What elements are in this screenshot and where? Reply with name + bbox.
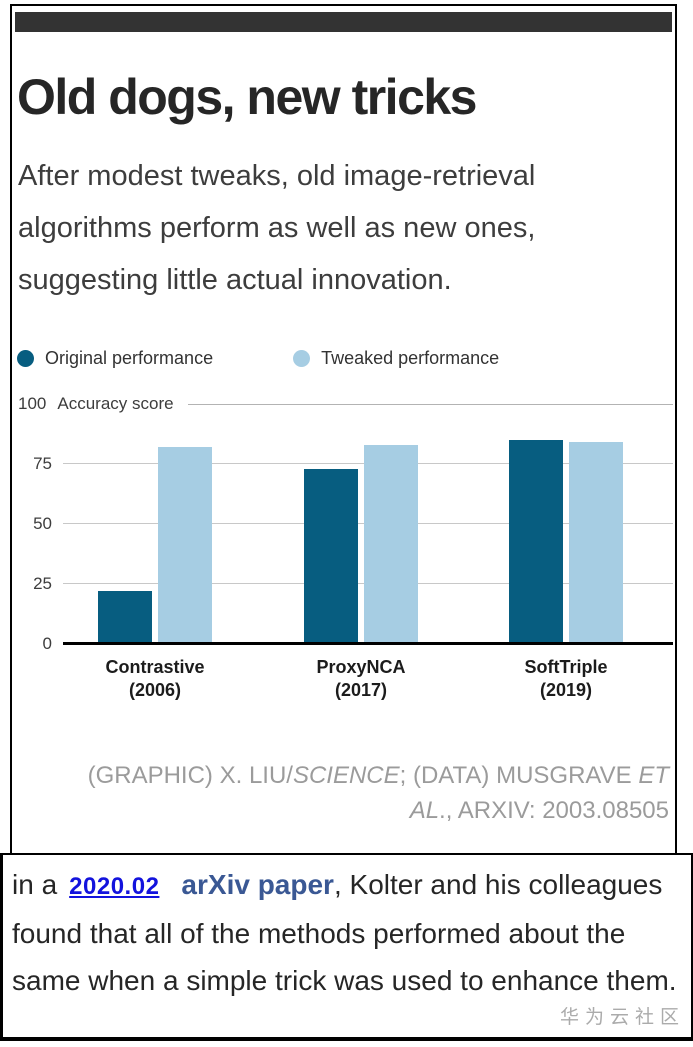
figure-title: Old dogs, new tricks [17,69,478,125]
figure-header-bar [15,12,672,32]
legend-label-tweaked: Tweaked performance [321,348,500,368]
gridline-100 [187,403,673,405]
bar-chart-plot-area: 75 50 25 0 [12,404,675,653]
y-tick-0: 0 [42,634,52,653]
text-before-link: in a [12,869,58,900]
x-label-softtriple: SoftTriple (2019) [524,657,608,700]
y-tick-50: 50 [33,514,52,533]
bar-contrastive-tweaked [158,447,212,644]
legend-item-tweaked: Tweaked performance [293,348,499,369]
x-axis-labels: Contrastive (2006) ProxyNCA (2017) SoftTripl… [12,656,675,706]
y-tick-100: 100 [18,394,47,413]
article-text-section: in a 2020.02 arXiv paper, Kolter and his c… [0,853,693,1041]
text-after-link: , Kolter and his colleagues found that a… [12,869,677,996]
date-link[interactable]: 2020.02 [69,873,160,900]
x-label-contrastive: Contrastive (2006) [105,657,205,700]
watermark: 华为云社区 [559,1007,685,1028]
legend: Original performance Tweaked performance [17,348,675,369]
article-paragraph: in a 2020.02 arXiv paper, Kolter and his c… [12,861,687,1004]
y-axis-title: Accuracy score [57,394,174,413]
legend-dot-original-icon [17,350,34,367]
y-axis-top-row: 100 Accuracy score [12,394,675,413]
legend-item-original: Original performance [17,348,213,369]
bar-softtriple-tweaked [569,442,623,644]
figure-credit: (GRAPHIC) X. LIU/SCIENCE; (DATA) MUSGRAV… [87,762,669,824]
legend-dot-tweaked-icon [293,350,311,367]
bar-proxynca-original [304,468,358,644]
figure-subtitle: After modest tweaks, old image-retrieval… [18,160,536,296]
x-label-proxynca: ProxyNCA (2017) [316,657,406,700]
y-tick-75: 75 [33,454,52,473]
figure-card: Old dogs, new tricks After modest tweaks… [10,4,677,853]
y-tick-25: 25 [33,574,52,593]
bar-softtriple-original [509,440,563,644]
legend-label-original: Original performance [45,348,214,368]
bar-proxynca-tweaked [364,444,418,644]
bar-contrastive-original [98,591,152,644]
arxiv-paper-link[interactable]: arXiv paper [181,869,334,900]
